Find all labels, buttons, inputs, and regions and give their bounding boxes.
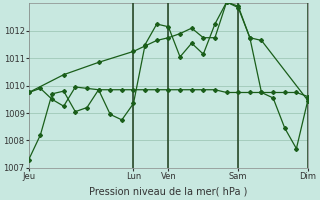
X-axis label: Pression niveau de la mer( hPa ): Pression niveau de la mer( hPa )	[89, 187, 248, 197]
